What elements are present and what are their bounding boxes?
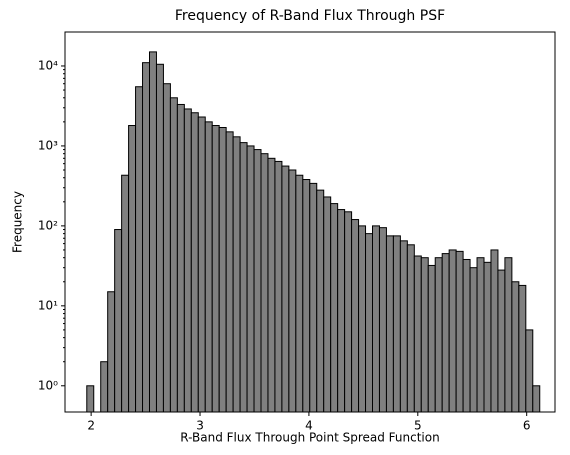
bar <box>476 257 485 413</box>
bar <box>351 219 360 413</box>
bar <box>211 125 220 413</box>
bar <box>372 225 380 413</box>
bar <box>378 227 387 413</box>
x-tick-label: 6 <box>523 419 531 433</box>
bar <box>274 160 283 413</box>
bar <box>483 261 492 413</box>
bar <box>197 116 206 413</box>
bar <box>114 229 123 413</box>
bar <box>100 361 109 413</box>
y-tick-label: 10¹ <box>38 298 58 312</box>
bar <box>107 291 116 413</box>
bar <box>239 142 248 413</box>
x-tick-label: 3 <box>196 419 204 433</box>
bar <box>490 249 499 413</box>
plot-frame <box>64 31 556 413</box>
y-tick-label: 10² <box>38 218 58 232</box>
bar <box>162 83 171 413</box>
bar <box>469 267 478 413</box>
bar <box>365 233 374 413</box>
bar <box>427 264 436 413</box>
bar <box>399 240 408 413</box>
bar <box>462 258 471 413</box>
bar <box>225 131 234 413</box>
bar <box>344 211 353 413</box>
bar <box>358 225 367 413</box>
bar <box>511 281 520 413</box>
bar <box>295 174 304 413</box>
y-tick-label: 10³ <box>38 138 58 152</box>
bar <box>253 149 262 413</box>
bar <box>532 385 541 413</box>
bar <box>434 257 443 413</box>
bar <box>246 145 255 413</box>
bar <box>267 157 276 413</box>
bar <box>135 86 144 413</box>
bar <box>504 257 513 413</box>
bar <box>190 112 199 413</box>
bar <box>155 63 164 413</box>
bar <box>148 51 157 413</box>
x-axis-label: R-Band Flux Through Point Spread Functio… <box>180 431 439 445</box>
bar <box>497 269 506 413</box>
bar <box>330 203 339 413</box>
bar <box>525 329 534 413</box>
bar <box>448 249 457 413</box>
y-tick-label: 10⁴ <box>38 58 58 72</box>
bar <box>455 250 464 413</box>
bar <box>420 257 429 413</box>
bar <box>176 103 185 413</box>
bar <box>128 125 137 413</box>
bar <box>413 255 422 413</box>
bar <box>309 182 318 413</box>
x-tick-label: 4 <box>305 419 313 433</box>
y-axis-label: Frequency <box>11 191 25 253</box>
bar <box>337 209 346 413</box>
bar <box>441 253 450 413</box>
bar <box>218 126 227 413</box>
bar <box>406 244 415 413</box>
bar <box>302 179 311 413</box>
bar <box>169 97 178 413</box>
bar <box>288 169 297 413</box>
y-tick-label: 10⁰ <box>38 378 58 392</box>
bar <box>142 62 150 413</box>
bar <box>204 121 213 413</box>
bar <box>260 153 269 413</box>
chart-title: Frequency of R-Band Flux Through PSF <box>175 8 445 24</box>
x-tick-label: 5 <box>414 419 422 433</box>
bar <box>121 174 130 413</box>
bar <box>385 235 394 413</box>
bar <box>392 235 401 413</box>
bar <box>316 189 325 413</box>
bar <box>323 196 332 413</box>
bar <box>518 284 527 413</box>
x-tick-label: 2 <box>87 419 95 433</box>
bar <box>86 385 95 413</box>
bar <box>281 165 290 413</box>
bar <box>232 136 241 413</box>
bar <box>183 108 192 413</box>
